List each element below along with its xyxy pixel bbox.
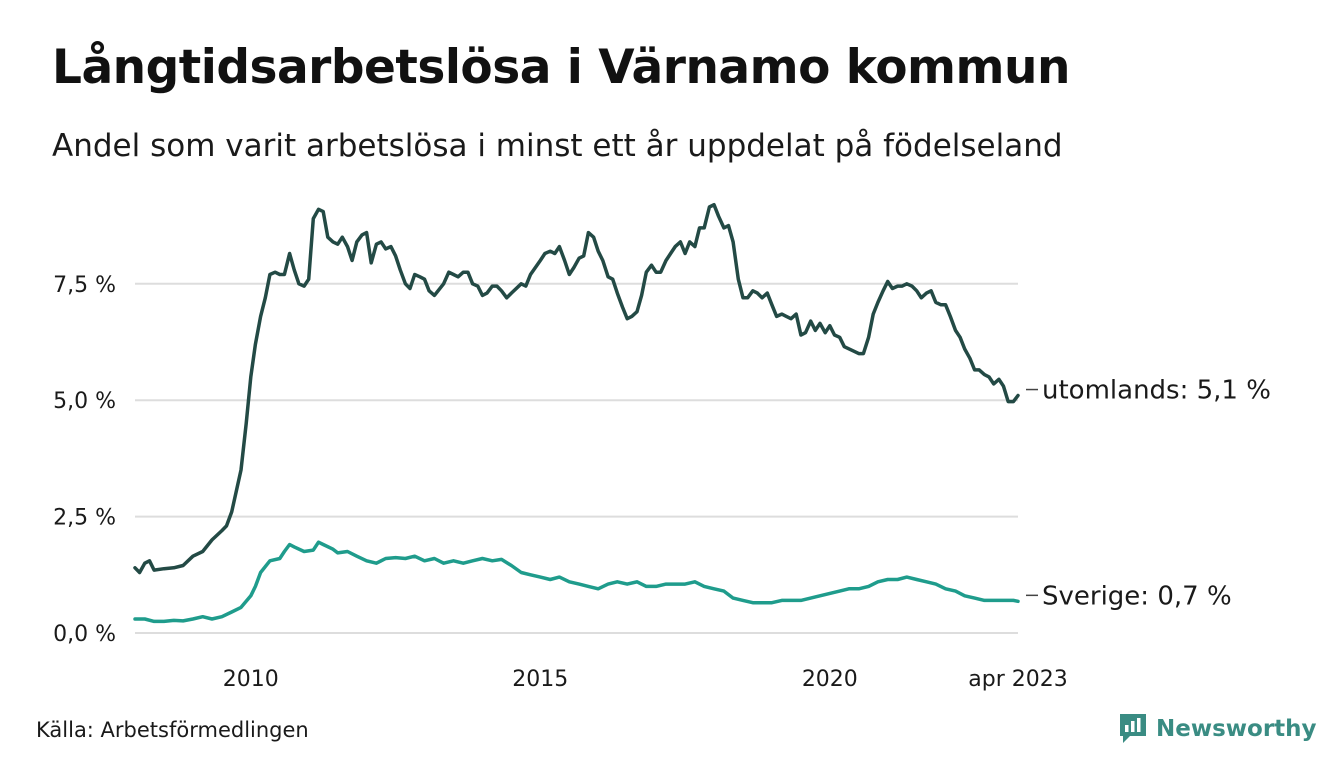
y-axis-ticks: 0,0 % 2,5 % 5,0 % 7,5 % [53, 273, 116, 647]
y-tick-label: 5,0 % [53, 389, 116, 414]
y-tick-label: 7,5 % [53, 273, 116, 298]
source-note: Källa: Arbetsförmedlingen [36, 718, 309, 742]
newsworthy-logo-icon [1120, 714, 1146, 743]
series-line-utomlands [133, 202, 1020, 575]
x-tick-label: 2020 [802, 667, 858, 692]
chart-subtitle: Andel som varit arbetslösa i minst ett å… [52, 128, 1063, 164]
x-tick-label: apr 2023 [968, 667, 1067, 692]
brand-logo: Newsworthy [1118, 712, 1317, 746]
brand-name: Newsworthy [1156, 716, 1317, 742]
x-tick-label: 2015 [512, 667, 568, 692]
x-tick-label: 2010 [223, 667, 279, 692]
series-end-label-sverige: Sverige: 0,7 % [1042, 581, 1232, 611]
grid-lines [135, 282, 1018, 634]
series-end-label-utomlands: utomlands: 5,1 % [1042, 376, 1271, 406]
y-tick-label: 2,5 % [53, 506, 116, 531]
x-axis-ticks: 2010 2015 2020 apr 2023 [223, 667, 1068, 692]
series-lines [133, 202, 1020, 624]
y-tick-label: 0,0 % [53, 622, 116, 647]
series-end-labels: utomlands: 5,1 % Sverige: 0,7 % [1026, 376, 1271, 611]
chart-title: Långtidsarbetslösa i Värnamo kommun [52, 40, 1070, 95]
series-line-sverige [133, 540, 1020, 624]
